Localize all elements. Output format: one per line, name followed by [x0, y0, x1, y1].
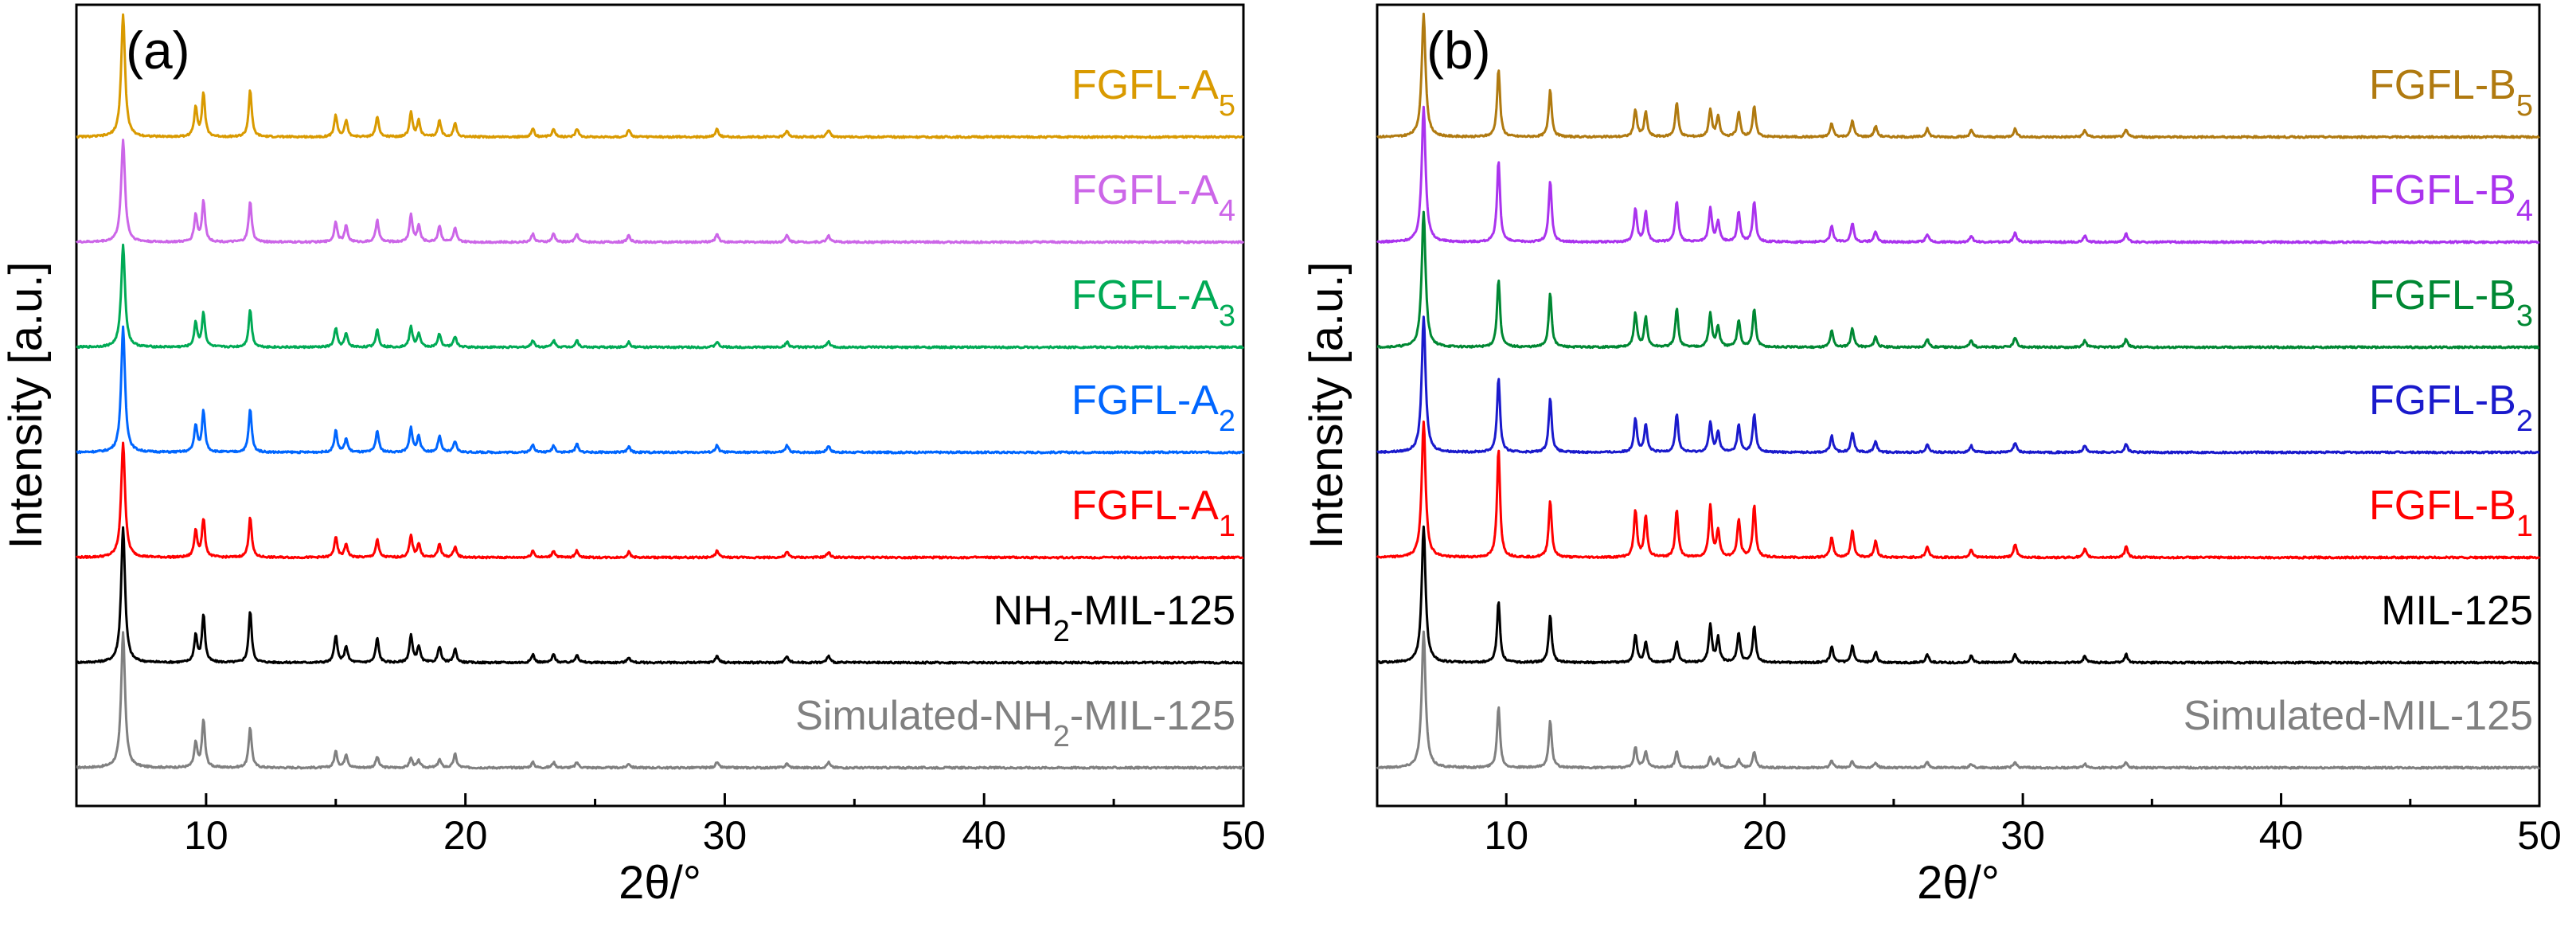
series-label: FGFL-B4	[2369, 167, 2533, 228]
plot-frame	[1376, 3, 2541, 808]
series-label-main: MIL-125	[2381, 588, 2533, 634]
panel-b: 10 20 30 40 50 2θ/° Intensity [a.u.] (b) Simulat…	[1301, 3, 2562, 909]
series-label-subscript: 2	[1053, 720, 1070, 753]
trace-FGFL-B3	[1376, 210, 2540, 350]
series-label: FGFL-B2	[2369, 377, 2533, 438]
trace-Simulated-NH2-MIL-125	[76, 631, 1244, 770]
plot-frame	[75, 3, 1245, 808]
x-tick-label: 40	[2259, 813, 2304, 858]
trace-NH2-MIL-125	[75, 526, 1244, 665]
panel-a: 10 20 30 40 50 2θ/° Intensity [a.u.] (a) Simulat…	[0, 3, 1266, 909]
series-label-main: FGFL-A	[1071, 272, 1219, 319]
series-label-subscript: 5	[1219, 89, 1235, 123]
series-label: FGFL-B5	[2369, 62, 2533, 123]
series-label-subscript: 2	[1219, 405, 1235, 438]
series-label: FGFL-A2	[1071, 377, 1235, 438]
series-label-main: Simulated-MIL-125	[2184, 693, 2533, 739]
trace-FGFL-A4	[75, 139, 1245, 244]
panel-label: (b)	[1427, 21, 1491, 80]
series-label: Simulated-NH2-MIL-125	[795, 693, 1235, 753]
series-label-main: FGFL-B	[2369, 167, 2516, 213]
series-label-main: FGFL-B	[2369, 272, 2516, 319]
trace-FGFL-A5	[76, 13, 1244, 139]
trace-FGFL-A1	[76, 441, 1244, 560]
series-label: FGFL-B3	[2369, 272, 2533, 333]
series-label-main: FGFL-A	[1071, 167, 1219, 213]
series-label: FGFL-A5	[1071, 62, 1235, 123]
trace-FGFL-B4	[1376, 105, 2540, 244]
series-label: MIL-125	[2381, 588, 2533, 634]
series-label: Simulated-MIL-125	[2184, 693, 2533, 739]
series-label-tail: -MIL-125	[1070, 588, 1235, 634]
trace-FGFL-B1	[1376, 421, 2541, 560]
series-label: FGFL-A3	[1071, 272, 1235, 333]
x-axis-ticks	[75, 793, 1245, 806]
trace-FGFL-A2	[76, 325, 1244, 455]
series-label: FGFL-A1	[1071, 483, 1235, 543]
x-tick-label: 10	[184, 813, 228, 858]
x-tick-label: 30	[703, 813, 747, 858]
series-label-subscript: 4	[2516, 194, 2533, 228]
x-tick-label: 50	[1221, 813, 1266, 858]
series-label-main: FGFL-A	[1071, 483, 1219, 529]
series-label: NH2-MIL-125	[993, 588, 1235, 648]
series-label-subscript: 3	[2516, 299, 2533, 333]
series-label-subscript: 2	[1053, 615, 1070, 648]
x-axis-title: 2θ/°	[1917, 857, 2000, 909]
series-label-subscript: 1	[2516, 510, 2533, 543]
trace-FGFL-B5	[1376, 12, 2540, 139]
x-axis-ticks	[1376, 793, 2541, 806]
trace-FGFL-B2	[1376, 315, 2540, 455]
x-tick-label: 20	[443, 813, 488, 858]
panel-label: (a)	[126, 21, 190, 80]
y-axis-title: Intensity [a.u.]	[1301, 261, 1352, 549]
series-label: FGFL-A4	[1071, 167, 1235, 228]
trace-Simulated-MIL-125	[1376, 630, 2541, 770]
x-tick-label: 20	[1743, 813, 1787, 858]
series-label-tail: -MIL-125	[1070, 693, 1235, 739]
series-label-subscript: 5	[2516, 89, 2533, 123]
series-label-subscript: 3	[1219, 299, 1235, 333]
x-tick-label: 40	[962, 813, 1006, 858]
series-label-main: FGFL-A	[1071, 62, 1219, 108]
series-label-subscript: 4	[1219, 194, 1235, 228]
x-tick-label: 10	[1484, 813, 1528, 858]
series-label: FGFL-B1	[2369, 483, 2533, 543]
series-label-subscript: 1	[1219, 510, 1235, 543]
trace-MIL-125	[1376, 525, 2541, 665]
trace-FGFL-A3	[76, 243, 1245, 350]
x-axis-title: 2θ/°	[619, 857, 701, 909]
series-label-main: Simulated-NH	[795, 693, 1053, 739]
x-tick-label: 30	[2000, 813, 2045, 858]
series-label-main: FGFL-A	[1071, 377, 1219, 424]
series-label-main: FGFL-B	[2369, 377, 2516, 424]
series-label-main: FGFL-B	[2369, 483, 2516, 529]
x-tick-label: 50	[2517, 813, 2562, 858]
series-label-main: NH	[993, 588, 1053, 634]
y-axis-title: Intensity [a.u.]	[0, 261, 52, 549]
series-label-subscript: 2	[2516, 405, 2533, 438]
series-label-main: FGFL-B	[2369, 62, 2516, 108]
